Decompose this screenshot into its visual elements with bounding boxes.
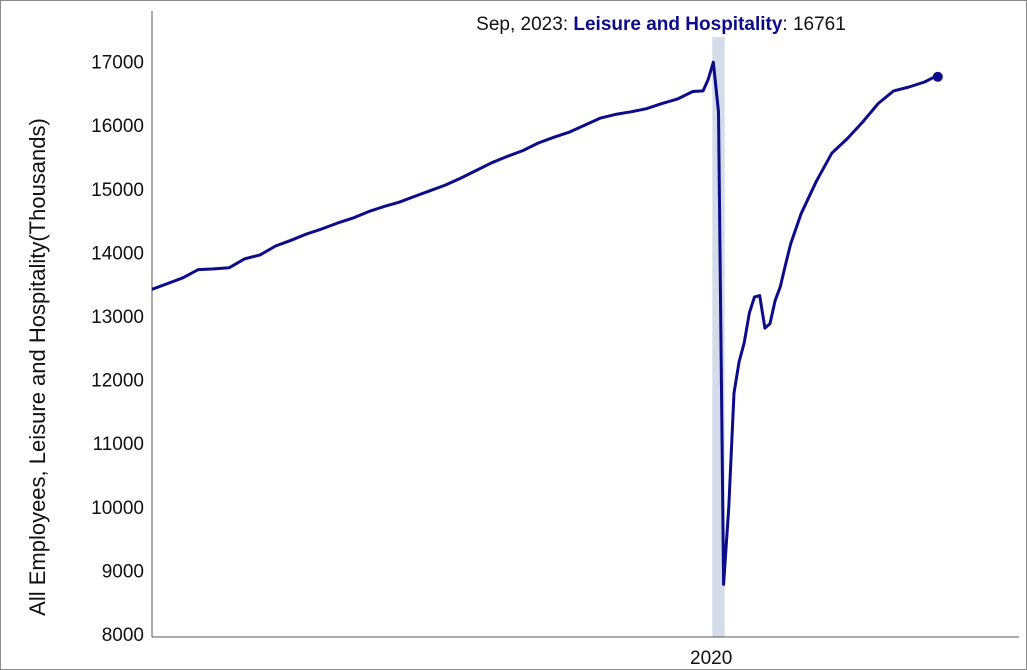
y-tick-label: 14000 [91,243,144,264]
tooltip-series-name: Leisure and Hospitality [573,14,782,35]
tooltip-date: Sep, 2023 [476,14,563,35]
hover-tooltip: Sep, 2023: Leisure and Hospitality: 1676… [476,14,846,35]
hover-point[interactable] [932,71,943,82]
y-tick-label: 13000 [91,307,144,328]
y-tick-label: 16000 [91,116,144,137]
y-tick-label: 9000 [102,561,144,582]
y-tick-label: 11000 [93,434,144,455]
axes [151,11,1019,638]
series-layer [151,60,943,586]
y-tick-label: 15000 [91,180,144,201]
x-tick-label: 2020 [690,648,732,669]
tooltip-sep-1: : [563,14,574,35]
y-tick-label: 12000 [91,371,144,392]
tick-labels: 8000 9000 10000 11000 12000 13000 14000 15000 16… [91,53,732,669]
y-tick-label: 10000 [91,498,144,519]
series-line [151,60,936,586]
tooltip-sep-2: : [782,14,793,35]
y-tick-label: 8000 [102,625,144,646]
y-axis-label: All Employees, Leisure and Hospitality(T… [25,118,50,616]
tooltip-value: 16761 [793,14,846,35]
y-tick-label: 17000 [91,53,144,74]
